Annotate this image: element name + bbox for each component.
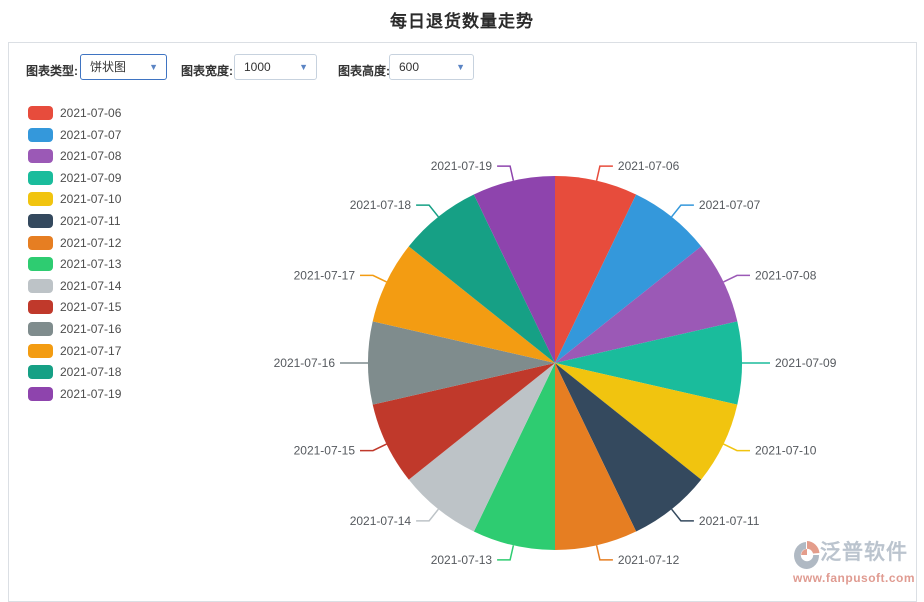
- legend-item-2021-07-15[interactable]: 2021-07-15: [28, 300, 122, 315]
- legend-item-2021-07-18[interactable]: 2021-07-18: [28, 365, 122, 380]
- chart-type-select[interactable]: 饼状图 ▼: [80, 54, 167, 80]
- legend-item-2021-07-07[interactable]: 2021-07-07: [28, 127, 122, 142]
- pie-slice-2021-07-11[interactable]: [555, 363, 702, 532]
- legend-item-2021-07-06[interactable]: 2021-07-06: [28, 106, 121, 120]
- legend-swatch: [28, 192, 53, 207]
- legend-swatch: [28, 235, 53, 250]
- legend-swatch: [28, 149, 53, 164]
- pie-slice-2021-07-09[interactable]: [555, 321, 742, 405]
- legend-label: 2021-07-14: [60, 278, 122, 293]
- page-title: 每日退货数量走势: [390, 12, 534, 31]
- watermark-name: 泛普软件: [820, 541, 908, 564]
- legend-swatch: [28, 170, 53, 185]
- legend-item-2021-07-10[interactable]: 2021-07-10: [28, 192, 122, 207]
- legend-label: 2021-07-11: [60, 213, 121, 228]
- legend-swatch: [28, 365, 53, 380]
- legend-item-2021-07-08[interactable]: 2021-07-08: [28, 149, 122, 164]
- legend-label: 2021-07-15: [60, 300, 122, 315]
- legend-swatch: [28, 321, 53, 336]
- legend-item-2021-07-12[interactable]: 2021-07-12: [28, 235, 122, 250]
- chart-type-value: 饼状图: [90, 60, 127, 74]
- legend-item-2021-07-11[interactable]: 2021-07-11: [28, 213, 121, 228]
- legend-label: 2021-07-07: [60, 127, 122, 142]
- chart-height-label: 图表高度:: [338, 64, 390, 78]
- chart-height-select[interactable]: 600 ▼: [389, 54, 474, 80]
- chevron-down-icon: ▼: [299, 62, 308, 72]
- chart-width-select[interactable]: 1000 ▼: [234, 54, 317, 80]
- pie-slice-2021-07-14[interactable]: [408, 363, 555, 532]
- watermark-url: www.fanpusoft.com: [793, 571, 916, 585]
- pie-legend: 2021-07-06 2021-07-07 2021-07-08 2021-07-09…: [28, 106, 121, 408]
- chart-height-value: 600: [399, 60, 420, 74]
- legend-item-2021-07-13[interactable]: 2021-07-13: [28, 257, 122, 272]
- fanpu-logo-icon: [794, 541, 820, 569]
- legend-label: 2021-07-17: [60, 343, 122, 358]
- pie-slice-2021-07-08[interactable]: [555, 246, 738, 363]
- legend-item-2021-07-19[interactable]: 2021-07-19: [28, 386, 122, 401]
- legend-label: 2021-07-19: [60, 386, 122, 401]
- pie-slice-2021-07-15[interactable]: [372, 363, 555, 480]
- legend-label: 2021-07-09: [60, 170, 122, 185]
- watermark: 泛普软件 www.fanpusoft.com: [793, 540, 921, 585]
- legend-label: 2021-07-18: [60, 365, 122, 380]
- legend-label: 2021-07-12: [60, 235, 122, 250]
- legend-swatch: [28, 343, 53, 358]
- legend-label: 2021-07-16: [60, 321, 122, 336]
- legend-label: 2021-07-08: [60, 149, 122, 164]
- legend-label: 2021-07-10: [60, 192, 122, 207]
- chevron-down-icon: ▼: [149, 62, 158, 72]
- chart-type-label: 图表类型:: [26, 64, 78, 78]
- pie-slice-2021-07-16[interactable]: [368, 321, 555, 405]
- pie-slice-2021-07-19[interactable]: [473, 176, 555, 363]
- legend-swatch: [28, 106, 53, 120]
- legend-item-2021-07-09[interactable]: 2021-07-09: [28, 170, 122, 185]
- pie-slice-2021-07-12[interactable]: [555, 363, 637, 551]
- legend-swatch: [28, 386, 53, 401]
- pie-slice-2021-07-10[interactable]: [555, 363, 738, 480]
- legend-item-2021-07-17[interactable]: 2021-07-17: [28, 343, 122, 358]
- pie-slice-2021-07-18[interactable]: [408, 194, 555, 363]
- legend-label: 2021-07-06: [60, 106, 122, 120]
- legend-swatch: [28, 278, 53, 293]
- legend-swatch: [28, 300, 53, 315]
- legend-swatch: [28, 127, 53, 142]
- legend-item-2021-07-14[interactable]: 2021-07-14: [28, 278, 122, 293]
- chart-width-label: 图表宽度:: [181, 64, 233, 78]
- legend-swatch: [28, 257, 53, 272]
- legend-item-2021-07-16[interactable]: 2021-07-16: [28, 321, 122, 336]
- pie-slice-2021-07-06[interactable]: [555, 176, 637, 363]
- legend-label: 2021-07-13: [60, 257, 122, 272]
- pie-slice-2021-07-13[interactable]: [473, 363, 555, 550]
- pie-slice-2021-07-07[interactable]: [555, 194, 702, 363]
- pie-slice-2021-07-17[interactable]: [372, 246, 555, 363]
- chart-width-value: 1000: [244, 60, 271, 74]
- chevron-down-icon: ▼: [456, 62, 465, 72]
- legend-swatch: [28, 213, 53, 228]
